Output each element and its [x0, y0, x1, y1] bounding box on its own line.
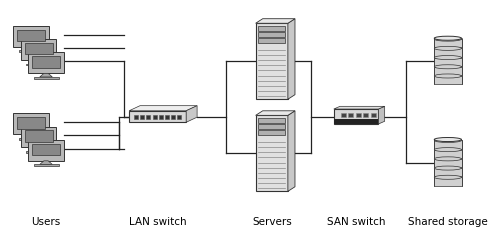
FancyBboxPatch shape: [24, 43, 52, 54]
FancyBboxPatch shape: [434, 177, 462, 185]
FancyBboxPatch shape: [364, 113, 368, 117]
Text: Users: Users: [32, 217, 60, 227]
FancyBboxPatch shape: [434, 150, 462, 158]
FancyBboxPatch shape: [434, 48, 462, 57]
FancyBboxPatch shape: [258, 124, 285, 129]
Ellipse shape: [434, 148, 462, 152]
FancyBboxPatch shape: [341, 113, 346, 117]
FancyBboxPatch shape: [356, 113, 361, 117]
Ellipse shape: [434, 74, 462, 78]
Polygon shape: [40, 73, 52, 77]
FancyBboxPatch shape: [14, 113, 49, 134]
FancyBboxPatch shape: [34, 77, 58, 79]
FancyBboxPatch shape: [17, 117, 45, 129]
Polygon shape: [378, 106, 384, 124]
FancyBboxPatch shape: [32, 56, 60, 68]
FancyBboxPatch shape: [26, 64, 51, 65]
FancyBboxPatch shape: [258, 130, 285, 135]
Polygon shape: [186, 106, 197, 122]
FancyBboxPatch shape: [159, 115, 162, 119]
FancyBboxPatch shape: [171, 115, 175, 119]
FancyBboxPatch shape: [34, 164, 58, 166]
Polygon shape: [288, 19, 295, 99]
FancyBboxPatch shape: [28, 140, 64, 161]
Ellipse shape: [434, 138, 462, 142]
FancyBboxPatch shape: [348, 113, 354, 117]
FancyBboxPatch shape: [256, 23, 288, 99]
Polygon shape: [334, 106, 384, 109]
FancyBboxPatch shape: [26, 151, 51, 153]
Ellipse shape: [434, 175, 462, 179]
Ellipse shape: [434, 36, 462, 40]
FancyBboxPatch shape: [258, 38, 285, 43]
Polygon shape: [25, 47, 38, 51]
FancyBboxPatch shape: [24, 130, 52, 142]
FancyBboxPatch shape: [258, 118, 285, 123]
FancyBboxPatch shape: [20, 39, 57, 60]
FancyBboxPatch shape: [152, 115, 156, 119]
FancyBboxPatch shape: [434, 140, 462, 149]
Text: Servers: Servers: [252, 217, 292, 227]
FancyBboxPatch shape: [434, 159, 462, 167]
FancyBboxPatch shape: [434, 58, 462, 66]
FancyBboxPatch shape: [434, 76, 462, 84]
FancyBboxPatch shape: [258, 26, 285, 31]
Text: Shared storage: Shared storage: [408, 217, 488, 227]
FancyBboxPatch shape: [434, 39, 462, 48]
FancyBboxPatch shape: [146, 115, 150, 119]
Polygon shape: [32, 147, 45, 151]
Text: SAN switch: SAN switch: [327, 217, 386, 227]
Polygon shape: [129, 106, 197, 111]
FancyBboxPatch shape: [334, 109, 378, 124]
FancyBboxPatch shape: [28, 52, 64, 73]
FancyBboxPatch shape: [140, 115, 144, 119]
Text: LAN switch: LAN switch: [129, 217, 186, 227]
FancyBboxPatch shape: [134, 115, 138, 119]
FancyBboxPatch shape: [17, 30, 45, 41]
Ellipse shape: [434, 137, 462, 142]
Ellipse shape: [434, 37, 462, 41]
FancyBboxPatch shape: [32, 144, 60, 155]
FancyBboxPatch shape: [434, 168, 462, 176]
Ellipse shape: [434, 166, 462, 170]
FancyBboxPatch shape: [334, 120, 378, 124]
Polygon shape: [256, 19, 295, 23]
Polygon shape: [256, 111, 295, 115]
Ellipse shape: [434, 55, 462, 60]
FancyBboxPatch shape: [258, 32, 285, 37]
FancyBboxPatch shape: [165, 115, 169, 119]
Ellipse shape: [434, 46, 462, 50]
FancyBboxPatch shape: [178, 115, 181, 119]
Polygon shape: [32, 60, 45, 64]
Polygon shape: [288, 111, 295, 191]
FancyBboxPatch shape: [129, 111, 186, 122]
FancyBboxPatch shape: [14, 26, 49, 47]
FancyBboxPatch shape: [370, 113, 376, 117]
Polygon shape: [25, 134, 38, 138]
FancyBboxPatch shape: [18, 51, 44, 52]
FancyBboxPatch shape: [256, 115, 288, 191]
FancyBboxPatch shape: [18, 138, 44, 140]
FancyBboxPatch shape: [20, 127, 57, 147]
Ellipse shape: [434, 65, 462, 69]
FancyBboxPatch shape: [434, 67, 462, 75]
Polygon shape: [40, 161, 52, 164]
Ellipse shape: [434, 157, 462, 161]
